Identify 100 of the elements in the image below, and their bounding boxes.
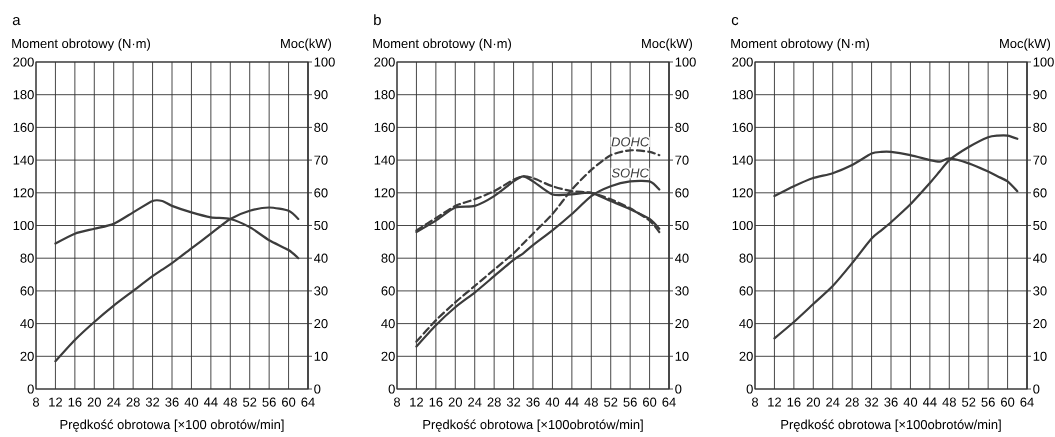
x-tick-label: 44 bbox=[564, 397, 579, 407]
x-tick-label: 52 bbox=[962, 397, 976, 407]
y-tick-label: 20 bbox=[20, 351, 34, 361]
x-tick-label: 36 bbox=[526, 397, 540, 407]
x-tick-label: 36 bbox=[165, 397, 179, 407]
x-tick-label: 60 bbox=[1001, 397, 1015, 407]
y2-tick-label: 100 bbox=[1033, 57, 1054, 67]
x-axis-title: Prędkość obrotowa [×100 obrotów/min] bbox=[60, 419, 284, 432]
x-tick-label: 48 bbox=[584, 397, 598, 407]
y2-tick-label: 50 bbox=[314, 220, 328, 231]
y-tick-label: 0 bbox=[746, 384, 753, 394]
x-tick-label: 24 bbox=[826, 397, 840, 407]
line-series bbox=[773, 134, 1019, 340]
x-tick-label: 16 bbox=[429, 397, 443, 407]
y2-tick-label: 0 bbox=[1033, 384, 1040, 394]
x-tick-label: 32 bbox=[506, 397, 521, 407]
y2-tick-label: 10 bbox=[314, 351, 328, 361]
x-tick-label: 8 bbox=[751, 397, 759, 407]
x-tick-label: 20 bbox=[87, 397, 101, 407]
y2-tick-label: 60 bbox=[1033, 188, 1047, 198]
y-tick-label: 0 bbox=[388, 384, 395, 394]
y-tick-label: 80 bbox=[381, 253, 395, 263]
y2-tick-label: 40 bbox=[1033, 253, 1047, 263]
x-tick-label: 16 bbox=[68, 397, 82, 407]
y-axis-title: Moment obrotowy (N·m) bbox=[731, 38, 869, 51]
y2-tick-label: 30 bbox=[1033, 286, 1047, 296]
y2-axis-title: Moc(kW) bbox=[1000, 38, 1051, 51]
y-tick-label: 200 bbox=[374, 57, 395, 67]
x-tick-label: 28 bbox=[487, 397, 501, 407]
x-tick-label: 20 bbox=[448, 397, 462, 407]
y2-tick-label: 90 bbox=[1033, 90, 1047, 100]
y2-tick-label: 100 bbox=[314, 57, 335, 67]
y2-tick-label: 70 bbox=[1033, 155, 1047, 165]
x-tick-label: 12 bbox=[49, 397, 62, 407]
y2-tick-label: 40 bbox=[314, 253, 328, 263]
y-tick-label: 200 bbox=[13, 57, 34, 67]
x-tick-label: 32 bbox=[145, 397, 160, 407]
y2-axis-title: Moc(kW) bbox=[281, 38, 332, 51]
x-tick-label: 48 bbox=[942, 397, 956, 407]
y-tick-label: 60 bbox=[739, 286, 753, 296]
y-axis-title: Moment obrotowy (N·m) bbox=[12, 38, 150, 51]
y2-tick-label: 50 bbox=[1033, 220, 1047, 231]
series-label: SOHC bbox=[611, 168, 649, 178]
x-tick-label: 64 bbox=[662, 397, 676, 407]
y2-tick-label: 30 bbox=[675, 286, 689, 296]
x-tick-label: 12 bbox=[410, 397, 423, 407]
y2-tick-label: 60 bbox=[314, 188, 328, 198]
x-tick-label: 40 bbox=[545, 397, 560, 407]
x-tick-label: 52 bbox=[243, 397, 257, 407]
x-tick-label: 28 bbox=[126, 397, 140, 407]
y-tick-label: 40 bbox=[381, 319, 395, 329]
x-tick-label: 24 bbox=[468, 397, 482, 407]
y2-tick-label: 20 bbox=[675, 319, 689, 329]
x-tick-label: 20 bbox=[806, 397, 820, 407]
x-tick-label: 64 bbox=[1020, 397, 1034, 407]
y-tick-label: 100 bbox=[13, 220, 34, 231]
x-tick-label: 24 bbox=[107, 397, 121, 407]
y-tick-label: 160 bbox=[732, 122, 753, 132]
x-tick-label: 48 bbox=[223, 397, 237, 407]
y2-tick-label: 40 bbox=[675, 253, 689, 263]
x-tick-label: 64 bbox=[301, 397, 315, 407]
x-tick-label: 44 bbox=[203, 397, 218, 407]
x-tick-label: 44 bbox=[922, 397, 937, 407]
y-tick-label: 20 bbox=[739, 351, 753, 361]
y-tick-label: 140 bbox=[374, 155, 395, 165]
series-label: DOHC bbox=[611, 137, 650, 147]
y2-tick-label: 0 bbox=[675, 384, 682, 394]
y-tick-label: 180 bbox=[732, 90, 753, 100]
x-tick-label: 16 bbox=[787, 397, 801, 407]
y-tick-label: 200 bbox=[732, 57, 753, 67]
y2-tick-label: 80 bbox=[675, 122, 689, 132]
y-tick-label: 0 bbox=[27, 384, 34, 394]
y2-tick-label: 80 bbox=[1033, 122, 1047, 132]
y2-tick-label: 60 bbox=[675, 188, 689, 198]
y-tick-label: 140 bbox=[732, 155, 753, 165]
y2-tick-label: 90 bbox=[675, 90, 689, 100]
x-tick-label: 56 bbox=[623, 397, 637, 407]
y-tick-label: 120 bbox=[374, 188, 395, 198]
y2-tick-label: 90 bbox=[314, 90, 328, 100]
y2-tick-label: 20 bbox=[314, 319, 328, 329]
x-tick-label: 32 bbox=[864, 397, 879, 407]
x-tick-label: 60 bbox=[282, 397, 296, 407]
y2-tick-label: 30 bbox=[314, 286, 328, 296]
chart-title: a bbox=[12, 16, 21, 26]
y-tick-label: 80 bbox=[739, 253, 753, 263]
x-tick-label: 8 bbox=[393, 397, 401, 407]
y-tick-label: 20 bbox=[381, 351, 395, 361]
x-tick-label: 56 bbox=[981, 397, 995, 407]
chart-title: b bbox=[374, 14, 381, 26]
y-tick-label: 60 bbox=[20, 286, 34, 296]
x-tick-label: 40 bbox=[184, 397, 199, 407]
y-tick-label: 120 bbox=[732, 188, 753, 198]
x-tick-label: 56 bbox=[262, 397, 276, 407]
y2-tick-label: 70 bbox=[314, 155, 328, 165]
y-tick-label: 40 bbox=[739, 319, 753, 329]
y-tick-label: 180 bbox=[374, 90, 395, 100]
x-tick-label: 12 bbox=[768, 397, 781, 407]
y-tick-label: 180 bbox=[13, 90, 34, 100]
y-tick-label: 80 bbox=[20, 253, 34, 263]
y-tick-label: 160 bbox=[13, 122, 34, 132]
